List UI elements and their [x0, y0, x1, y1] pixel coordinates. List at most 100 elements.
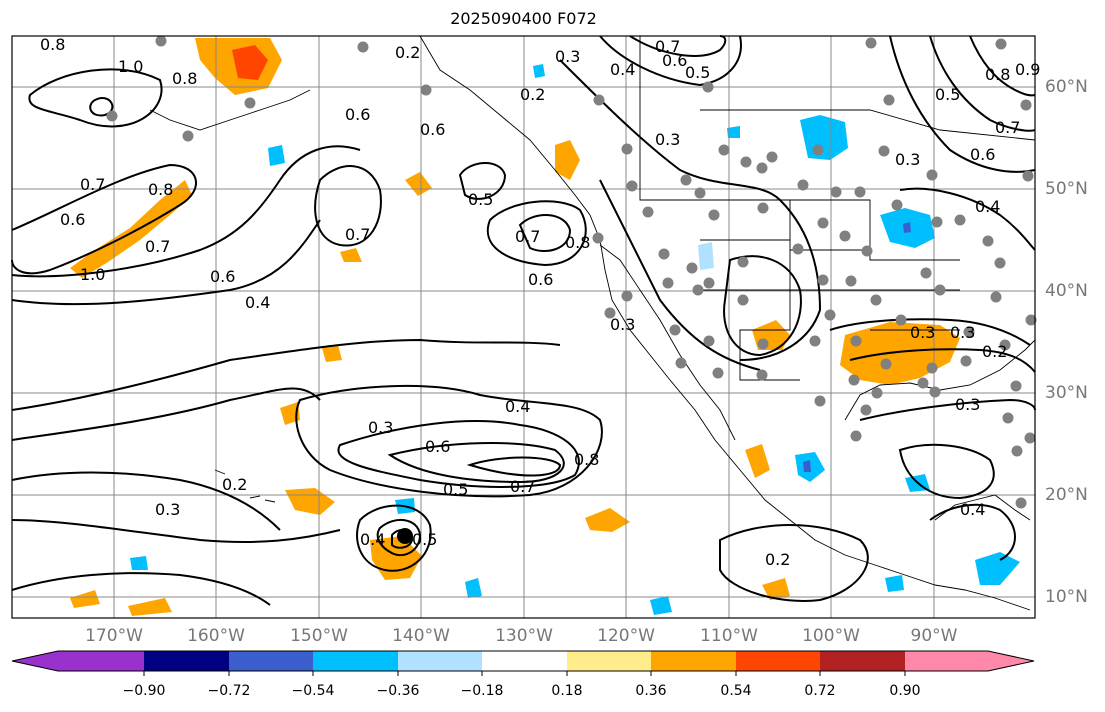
colorbar-segment [229, 651, 313, 671]
contour-label: 0.2 [395, 43, 420, 62]
contour-label: 0.7 [345, 225, 370, 244]
latitude-label: 20°N [1045, 485, 1088, 505]
baja-coast [599, 244, 736, 441]
positive-field-3 [280, 402, 300, 425]
contour-label: 0.3 [895, 150, 920, 169]
negative-field-canada-1 [800, 115, 848, 160]
colorbar-tick-label: −0.72 [207, 683, 251, 699]
longitude-label: 140°W [392, 626, 450, 646]
coastlines [149, 35, 1036, 611]
negative-field-1 [268, 145, 285, 166]
yucatan-coast [934, 494, 1031, 521]
negative-field-3 [465, 578, 482, 598]
contour-label: 0.4 [610, 60, 635, 79]
canada-border [700, 109, 1036, 141]
contour-label: 0.6 [425, 437, 450, 456]
contour-label: 0.3 [368, 418, 393, 437]
contour-label: 0.7 [80, 175, 105, 194]
map-frame [11, 35, 1036, 619]
contour-label: 0.9 [1015, 60, 1040, 79]
latitude-label: 10°N [1045, 587, 1088, 607]
interior-borders [700, 199, 960, 331]
map-title: 2025090400 F072 [450, 9, 597, 28]
colorbar-segment [12, 651, 58, 671]
colorbar-segment [398, 651, 482, 671]
negative-field-4 [650, 596, 672, 615]
positive-field-bc-coast [555, 140, 580, 180]
colorbar-tick-label: −0.54 [291, 683, 335, 699]
contour-label: 0.8 [574, 450, 599, 469]
colorbar-outline [11, 650, 1035, 672]
contour-label: 1.0 [80, 265, 105, 284]
negative-field-central-america [975, 552, 1020, 585]
contour-label: 0.2 [222, 475, 247, 494]
strong-positive-field-alaska [232, 45, 268, 80]
contour-label: 0.7 [515, 227, 540, 246]
contour-label: 0.5 [468, 190, 493, 209]
colorbar [11, 650, 1035, 676]
positive-field-6 [745, 444, 770, 478]
colorbar-segment [651, 651, 736, 671]
contour-label: 0.2 [765, 550, 790, 569]
positive-field-8 [128, 598, 172, 616]
negative-field-6 [727, 126, 740, 138]
negative-field-9 [885, 575, 904, 592]
contour-label: 0.5 [443, 480, 468, 499]
colorbar-tick-label: 0.18 [551, 683, 583, 699]
longitude-label: 110°W [700, 626, 758, 646]
colorbar-segment [313, 651, 398, 671]
aleutian-islands [149, 89, 311, 131]
colorbar-tick-label: 0.72 [804, 683, 836, 699]
contour-label: 0.3 [155, 500, 180, 519]
contour-label: 0.5 [412, 530, 437, 549]
longitude-label: 100°W [802, 626, 860, 646]
pacific-coastline [419, 35, 1031, 611]
contour-label: 0.4 [505, 397, 530, 416]
contour-label: 0.5 [935, 85, 960, 104]
contour-label: 0.6 [528, 270, 553, 289]
negative-field-7 [533, 64, 545, 78]
contour-label: 0.8 [40, 35, 65, 54]
latitude-label: 40°N [1045, 281, 1088, 301]
positive-field-10 [322, 345, 342, 362]
strong-negative-field-1 [903, 222, 911, 233]
contour-label: 0.6 [420, 120, 445, 139]
contour-label: 0.3 [910, 323, 935, 342]
positive-field-central-pacific [70, 180, 192, 278]
contour-label: 0.3 [610, 315, 635, 334]
hawaii-islands [214, 469, 276, 503]
negative-field-8 [130, 556, 148, 570]
contour-label: 0.6 [210, 267, 235, 286]
tropical-cyclone-marker [397, 528, 413, 544]
positive-field-2 [340, 248, 362, 262]
shaded-fields [70, 38, 1020, 616]
contour-label: 0.2 [982, 342, 1007, 361]
contour-label: 0.4 [960, 500, 985, 519]
contour-label: 0.7 [145, 237, 170, 256]
positive-field-7 [70, 590, 100, 608]
colorbar-tick-label: 0.54 [720, 683, 752, 699]
longitude-label: 150°W [290, 626, 348, 646]
contour-label: 0.7 [655, 37, 680, 56]
contour-label: 0.8 [172, 69, 197, 88]
contour-label: 0.3 [950, 323, 975, 342]
contour-label: 0.7 [995, 118, 1020, 137]
contour-label: 0.4 [360, 530, 385, 549]
latitude-label: 60°N [1045, 77, 1088, 97]
contour-label: 1.0 [118, 57, 143, 76]
latitude-label: 30°N [1045, 383, 1088, 403]
contour-label: 0.5 [685, 63, 710, 82]
longitude-label: 120°W [597, 626, 655, 646]
contour-label: 0.8 [565, 233, 590, 252]
colorbar-tick-label: 0.90 [889, 683, 921, 699]
colorbar-segment [820, 651, 905, 671]
contour-label: 0.6 [662, 51, 687, 70]
colorbar-segment [988, 651, 1034, 671]
longitude-label: 130°W [495, 626, 553, 646]
colorbar-segment [58, 651, 144, 671]
colorbar-tick-label: −0.36 [376, 683, 420, 699]
colorbar-segment [905, 651, 988, 671]
colorbar-segment [144, 651, 229, 671]
colorbar-tick-label: −0.18 [460, 683, 504, 699]
